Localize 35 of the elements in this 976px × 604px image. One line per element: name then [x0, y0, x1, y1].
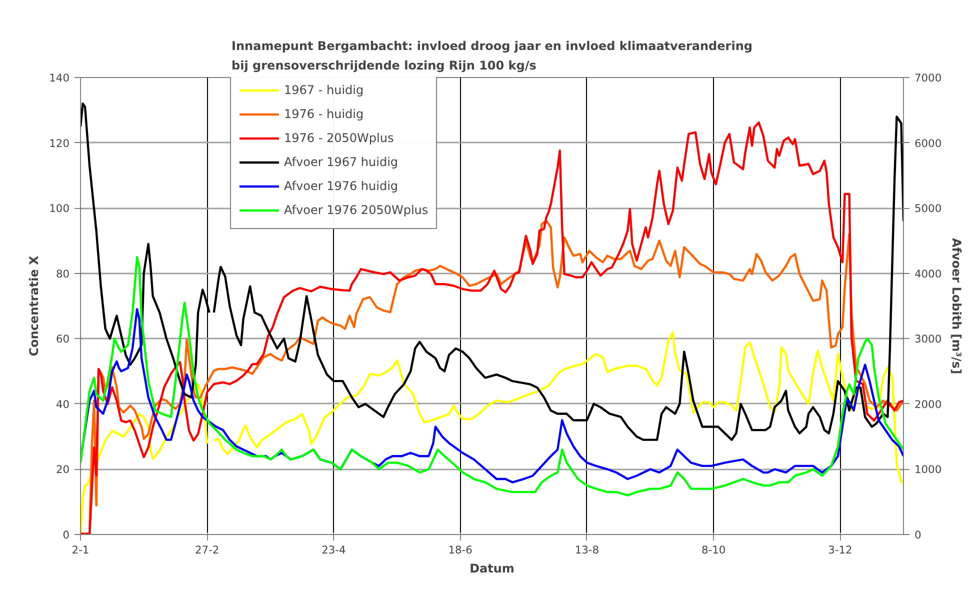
x-tick-label: 18-6 — [448, 544, 473, 556]
x-tick-label: 2-1 — [72, 544, 90, 556]
y-tick-label: 0 — [62, 528, 70, 542]
y-tick-label: 140 — [49, 72, 70, 84]
legend-label: Afvoer 1976 2050Wplus — [284, 203, 428, 217]
y-tick-label: 20 — [56, 463, 70, 476]
y2-tick-label: 3000 — [914, 332, 942, 346]
x-tick-label: 13-8 — [574, 544, 600, 556]
line-series — [80, 256, 904, 496]
x-tick-label: 27-2 — [195, 544, 220, 556]
y-tick-label: 100 — [49, 202, 70, 216]
line-series — [80, 308, 904, 484]
y-tick-label: 120 — [49, 136, 70, 150]
y-tick-label: 80 — [56, 267, 70, 280]
y2-tick-label: 5000 — [914, 202, 942, 216]
y-tick-label: 40 — [56, 398, 70, 411]
legend-label: Afvoer 1976 huidig — [284, 179, 398, 193]
x-axis-title: Datum — [470, 562, 514, 576]
y2-tick-label: 6000 — [914, 136, 942, 150]
y2-tick-label: 4000 — [914, 267, 942, 280]
chart-title: Innamepunt Bergambacht: invloed droog jaar en invloed klimaatverandering bij grensoverschrijdende lozing Rijn 100 kg/s — [232, 38, 752, 72]
y2-axis-title: Afvoer Lobith [m³/s] — [950, 238, 964, 374]
y-axis-title: Concentratie X — [27, 254, 42, 356]
y2-tick-label: 2000 — [914, 398, 942, 411]
legend-label: Afvoer 1967 huidig — [284, 155, 398, 169]
x-tick-label: 23-4 — [322, 544, 346, 556]
y2-tick-label: 0 — [914, 528, 922, 542]
x-tick-label: 8-10 — [701, 544, 726, 556]
y2-tick-label: 7000 — [914, 72, 942, 84]
y-tick-label: 60 — [56, 332, 70, 346]
legend-label: 1967 - huidig — [284, 83, 364, 97]
y2-tick-label: 1000 — [914, 463, 942, 476]
legend-label: 1976 - huidig — [284, 107, 364, 121]
x-tick-label: 3-12 — [828, 544, 852, 556]
legend-label: 1976 - 2050Wplus — [284, 131, 394, 145]
